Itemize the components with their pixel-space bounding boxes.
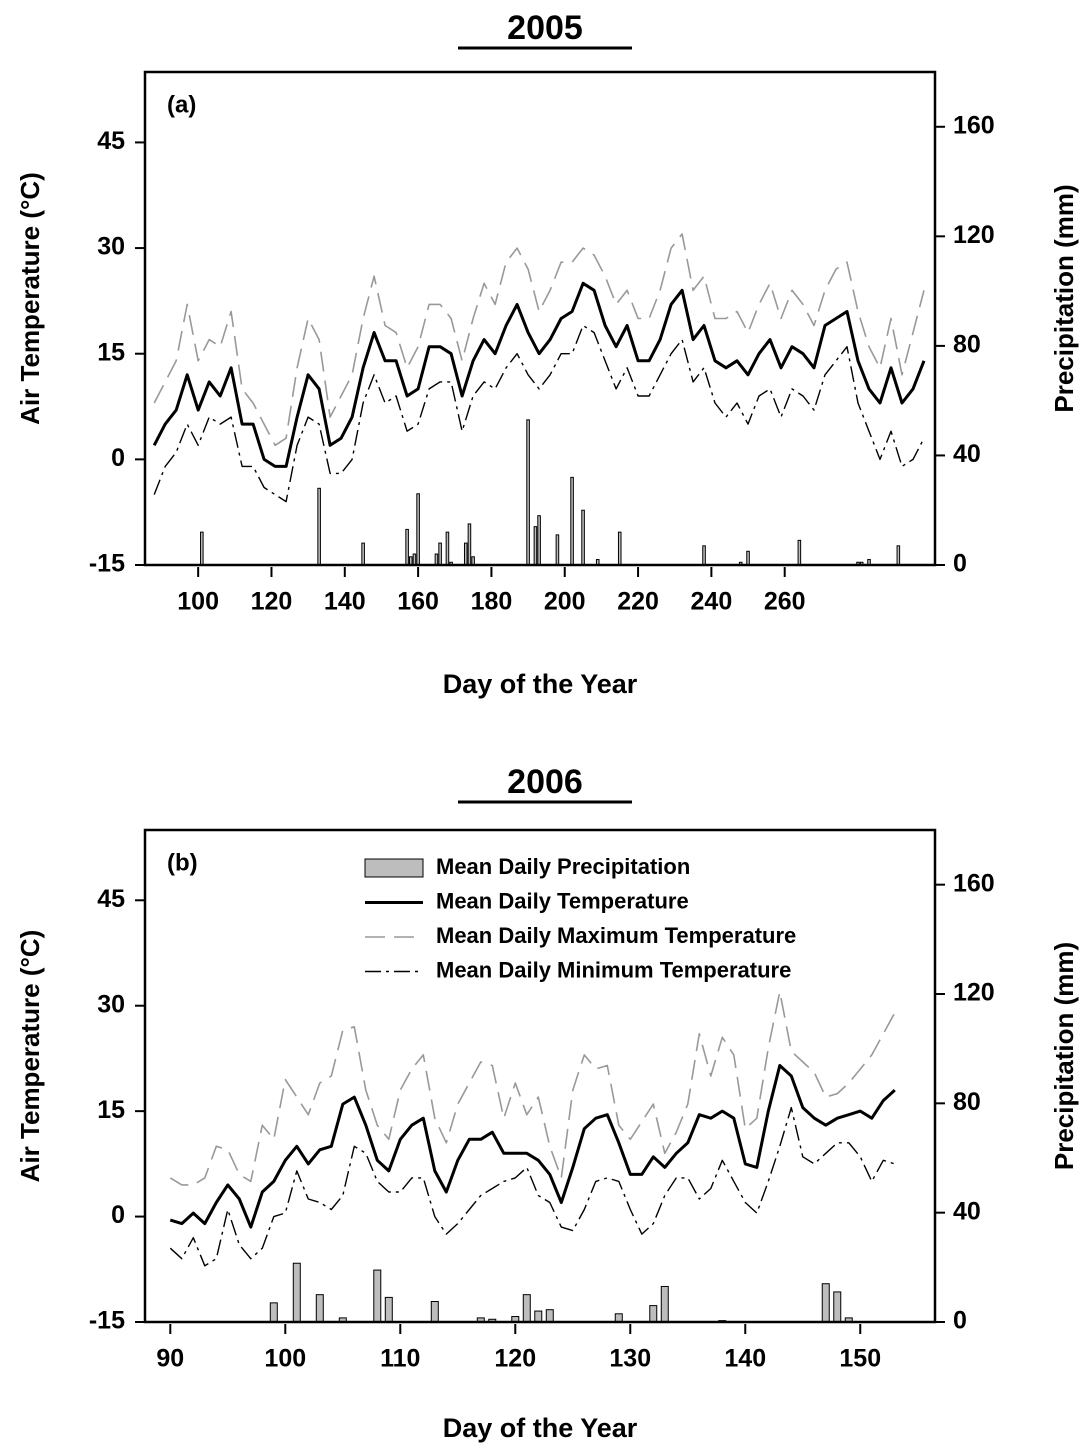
y-axis-label: Air Temperature (°C)	[15, 172, 45, 425]
x-axis-label: Day of the Year	[443, 669, 638, 699]
y2-axis-label: Precipitation (mm)	[1049, 942, 1079, 1170]
y2-tick-label: 0	[953, 550, 967, 578]
precip-bar	[555, 534, 560, 566]
y-tick-label: 15	[97, 338, 125, 366]
x-tick-label: 140	[324, 588, 366, 616]
y2-axis-label: Precipitation (mm)	[1049, 184, 1079, 412]
x-tick-label: 110	[380, 1345, 420, 1373]
x-tick-label: 120	[494, 1345, 536, 1373]
y-tick-label: -15	[89, 550, 125, 578]
legend-label: Mean Daily Temperature	[436, 888, 689, 913]
precip-bar	[526, 419, 530, 566]
precip-bar	[434, 553, 439, 566]
precip-bar	[463, 542, 468, 566]
temperature-line	[169, 1106, 896, 1267]
x-axis-label: Day of the Year	[443, 1413, 638, 1443]
precip-bar	[617, 531, 622, 566]
y2-tick-label: 40	[953, 1197, 981, 1225]
x-tick-label: 140	[724, 1345, 766, 1373]
chart-title: 2006	[507, 763, 583, 801]
precip-bar	[445, 531, 450, 566]
precip-bar	[649, 1305, 658, 1323]
legend-label: Mean Daily Maximum Temperature	[436, 923, 796, 948]
precip-bar	[405, 528, 409, 566]
x-tick-label: 90	[156, 1345, 184, 1373]
y2-tick-label: 160	[953, 869, 995, 897]
precip-bar	[533, 526, 538, 566]
precip-bar	[660, 1285, 669, 1323]
precip-bar	[412, 553, 417, 566]
precip-bar	[896, 545, 901, 566]
precip-bar	[702, 545, 706, 566]
temperature-line	[169, 1064, 896, 1229]
precip-bar	[384, 1296, 393, 1323]
panel-label: (a)	[167, 91, 196, 118]
y-tick-label: 45	[97, 127, 125, 155]
precip-bar	[430, 1301, 439, 1323]
precip-bar	[522, 1294, 531, 1323]
y-tick-label: 30	[97, 990, 125, 1018]
x-tick-label: 220	[617, 588, 659, 616]
y2-tick-label: 120	[953, 221, 995, 249]
y-axis-label: Air Temperature (°C)	[15, 930, 45, 1183]
x-tick-label: 260	[764, 588, 806, 616]
precip-bar	[416, 493, 420, 566]
precip-bar	[797, 539, 802, 566]
y2-tick-label: 120	[953, 979, 995, 1007]
precip-bar	[581, 509, 585, 566]
chart-title: 2005	[507, 9, 583, 47]
y2-tick-label: 0	[953, 1307, 967, 1335]
plot-frame	[143, 70, 937, 567]
temperature-line	[153, 233, 925, 447]
precip-bar	[467, 523, 472, 566]
y2-tick-label: 160	[953, 111, 995, 139]
precip-bar	[315, 1294, 324, 1323]
y2-tick-label: 40	[953, 440, 981, 468]
temperature-line	[169, 990, 896, 1186]
x-tick-label: 130	[609, 1345, 651, 1373]
y2-tick-label: 80	[953, 330, 981, 358]
y2-tick-label: 80	[953, 1088, 981, 1116]
precip-bar	[545, 1309, 554, 1323]
precip-bar	[537, 515, 541, 566]
precip-bar	[317, 487, 321, 566]
y-tick-label: 15	[97, 1096, 125, 1124]
precip-bar	[438, 542, 442, 566]
temperature-line	[152, 281, 926, 468]
precip-bar	[746, 550, 750, 566]
precip-bar	[200, 531, 204, 566]
precip-bar	[373, 1269, 382, 1323]
y-tick-label: 30	[97, 233, 125, 261]
y-tick-label: 0	[111, 1201, 125, 1229]
x-tick-label: 240	[691, 588, 733, 616]
precip-bar	[570, 476, 574, 566]
x-tick-label: 180	[471, 588, 513, 616]
legend-label: Mean Daily Minimum Temperature	[436, 957, 791, 982]
x-tick-label: 160	[397, 588, 439, 616]
x-tick-label: 100	[177, 588, 219, 616]
precip-bar	[534, 1310, 543, 1323]
precip-bar	[361, 542, 365, 566]
x-tick-label: 200	[544, 588, 586, 616]
temperature-line	[153, 324, 925, 503]
precip-bar	[292, 1262, 301, 1323]
precip-bar	[833, 1291, 842, 1323]
legend-label: Mean Daily Precipitation	[436, 854, 690, 879]
x-tick-label: 150	[839, 1345, 881, 1373]
precip-bar	[269, 1302, 278, 1323]
legend-swatch	[364, 858, 424, 878]
y-tick-label: -15	[89, 1307, 125, 1335]
panel-label: (b)	[167, 849, 198, 876]
precip-bar	[821, 1283, 830, 1323]
plot-frame	[143, 828, 937, 1324]
y-tick-label: 45	[97, 885, 125, 913]
x-tick-label: 100	[264, 1345, 306, 1373]
x-tick-label: 120	[251, 588, 293, 616]
y-tick-label: 0	[111, 444, 125, 472]
